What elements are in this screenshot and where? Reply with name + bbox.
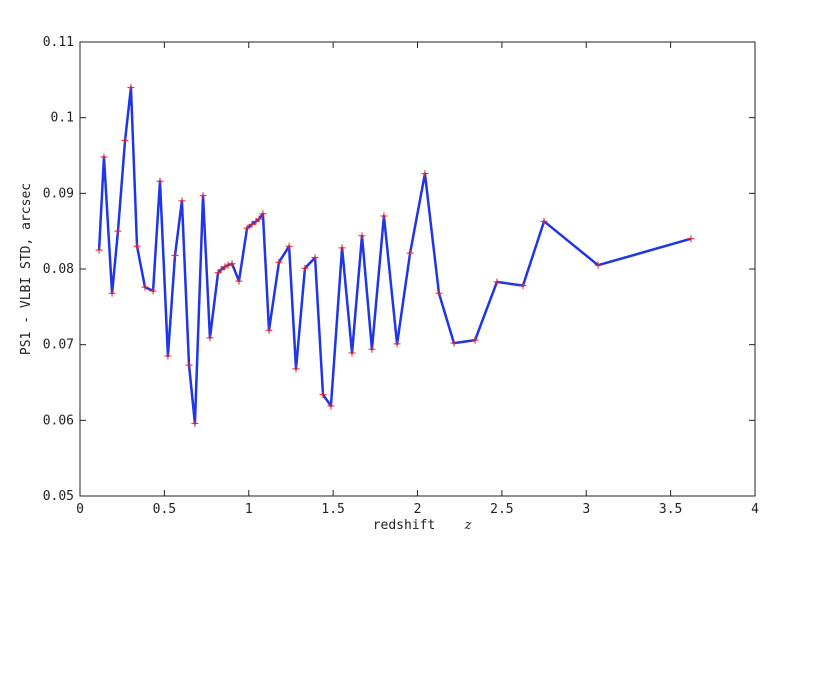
data-marker xyxy=(255,215,263,223)
data-marker xyxy=(100,153,108,161)
data-marker xyxy=(217,266,225,274)
data-marker xyxy=(199,192,207,200)
data-marker xyxy=(380,212,388,220)
data-marker xyxy=(149,287,157,295)
data-marker xyxy=(348,349,356,357)
data-marker xyxy=(406,249,414,257)
data-marker xyxy=(206,334,214,342)
data-line xyxy=(97,86,692,425)
data-marker xyxy=(185,361,193,369)
data-marker xyxy=(393,340,401,348)
data-marker xyxy=(311,254,319,262)
data-marker xyxy=(275,258,283,266)
data-marker xyxy=(224,261,232,269)
data-marker xyxy=(228,260,236,268)
data-marker xyxy=(292,365,300,373)
y-tick-label: 0.11 xyxy=(43,35,74,50)
y-tick-label: 0.08 xyxy=(43,262,74,277)
data-marker xyxy=(540,217,548,225)
data-marker xyxy=(214,269,222,277)
data-marker xyxy=(141,283,149,291)
data-marker xyxy=(121,136,129,144)
x-tick-label: 2 xyxy=(414,502,422,517)
data-marker xyxy=(301,264,309,272)
data-marker xyxy=(108,289,116,297)
data-marker xyxy=(133,242,141,250)
data-marker xyxy=(435,289,443,297)
x-axis-label: redshift xyxy=(373,518,436,533)
x-tick-label: 0.5 xyxy=(153,502,176,517)
x-tick-label: 2.5 xyxy=(490,502,513,517)
data-marker xyxy=(493,278,501,286)
data-marker xyxy=(243,224,251,232)
data-marker xyxy=(338,244,346,252)
data-marker xyxy=(156,177,164,185)
data-marker xyxy=(358,232,366,240)
data-marker xyxy=(265,326,273,334)
x-tick-label: 4 xyxy=(751,502,759,517)
data-marker xyxy=(171,251,179,259)
data-marker xyxy=(164,352,172,360)
data-marker xyxy=(235,277,243,285)
y-tick-label: 0.1 xyxy=(51,111,74,126)
y-tick-label: 0.06 xyxy=(43,413,74,428)
data-marker xyxy=(471,336,479,344)
y-tick-label: 0.07 xyxy=(43,338,74,353)
data-marker xyxy=(285,242,293,250)
x-tick-label: 1.5 xyxy=(321,502,344,517)
x-tick-label: 0 xyxy=(76,502,84,517)
data-marker xyxy=(114,227,122,235)
data-marker xyxy=(178,197,186,205)
y-tick-label: 0.05 xyxy=(43,489,74,504)
x-tick-label: 1 xyxy=(245,502,253,517)
y-axis-label: PS1 - VLBI STD, arcsec xyxy=(19,183,34,355)
data-marker xyxy=(248,220,256,228)
data-marker xyxy=(687,235,695,243)
data-marker xyxy=(95,246,103,254)
data-marker xyxy=(191,419,199,427)
data-marker xyxy=(594,261,602,269)
y-tick-label: 0.09 xyxy=(43,186,74,201)
data-marker xyxy=(519,282,527,290)
x-tick-label: 3.5 xyxy=(659,502,682,517)
data-marker xyxy=(421,170,429,178)
plot-frame xyxy=(79,41,756,497)
data-marker xyxy=(259,210,267,218)
data-marker xyxy=(368,345,376,353)
data-marker xyxy=(319,391,327,399)
x-tick-label: 3 xyxy=(582,502,590,517)
x-axis-symbol: z xyxy=(464,518,472,533)
data-marker xyxy=(221,263,229,271)
data-marker xyxy=(127,83,135,91)
data-marker xyxy=(327,402,335,410)
data-marker xyxy=(450,339,458,347)
